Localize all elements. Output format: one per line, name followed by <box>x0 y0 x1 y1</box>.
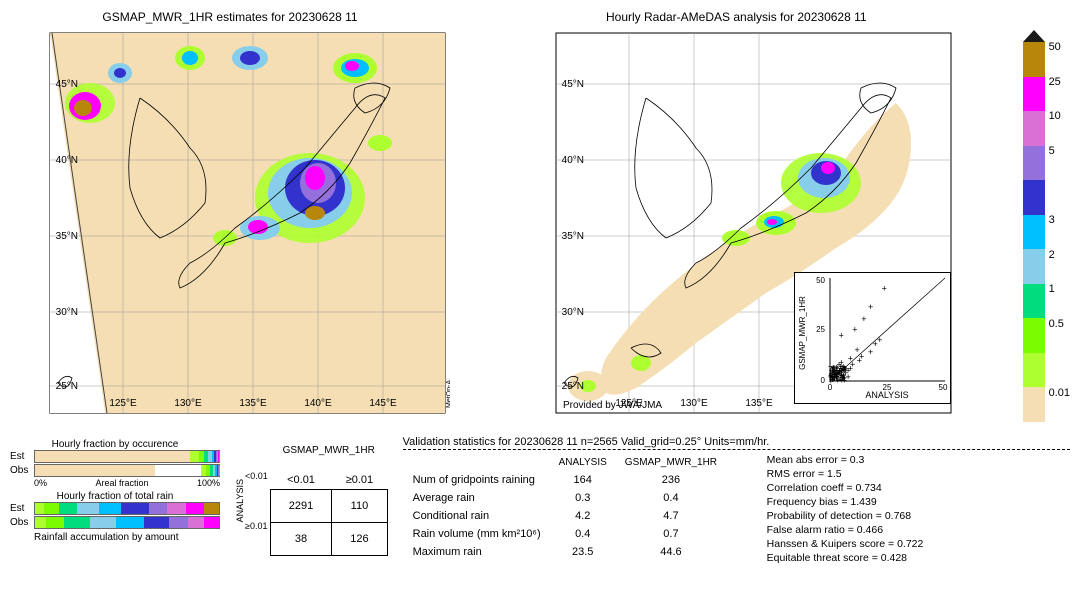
svg-text:140°E: 140°E <box>304 398 332 409</box>
ct-cell-10: 38 <box>270 523 331 556</box>
svg-text:+: + <box>857 355 862 365</box>
svg-text:+: + <box>862 314 867 324</box>
svg-text:130°E: 130°E <box>174 398 202 409</box>
map-left-svg: 45°N 40°N 35°N 30°N 25°N 125°E 130°E 135°E 140°… <box>10 28 450 423</box>
fraction-title-2: Hourly fraction of total rain <box>10 491 220 502</box>
svg-text:0: 0 <box>828 383 833 392</box>
contingency-table: <0.01 ≥0.01 2291 110 38 126 <box>270 471 388 556</box>
map-right-title: Hourly Radar-AMeDAS analysis for 2023062… <box>516 10 956 24</box>
svg-text:+: + <box>839 331 844 341</box>
stats-table: ANALYSIS GSMAP_MWR_1HR Num of gridpoints… <box>403 453 727 562</box>
fraction-bars: Hourly fraction by occurence EstObs 0% A… <box>10 436 220 565</box>
svg-text:GSMAP_MWR_1HR: GSMAP_MWR_1HR <box>798 296 807 370</box>
svg-text:40°N: 40°N <box>562 155 584 166</box>
svg-text:135°E: 135°E <box>239 398 267 409</box>
svg-text:50: 50 <box>816 276 825 285</box>
svg-text:MetOp-A: MetOp-A <box>446 380 450 408</box>
fraction-title-1: Hourly fraction by occurence <box>10 439 220 450</box>
ct-cell-01: 110 <box>332 490 387 523</box>
map-right-panel: Hourly Radar-AMeDAS analysis for 2023062… <box>516 10 956 426</box>
scatter-inset: ++++++++++++++++++++++++++++++++++++++++… <box>794 272 951 404</box>
svg-text:25: 25 <box>883 383 892 392</box>
stats-metrics: Mean abs error = 0.3RMS error = 1.5Corre… <box>767 453 1070 565</box>
stats-title: Validation statistics for 20230628 11 n=… <box>403 436 1070 450</box>
colorbar: 50251053210.50.01 <box>1023 10 1070 426</box>
svg-text:25°N: 25°N <box>56 381 78 392</box>
svg-text:135°E: 135°E <box>746 398 774 409</box>
svg-text:+: + <box>868 302 873 312</box>
svg-text:35°N: 35°N <box>562 231 584 242</box>
svg-text:30°N: 30°N <box>562 307 584 318</box>
svg-text:25°N: 25°N <box>562 381 584 392</box>
svg-text:45°N: 45°N <box>562 79 584 90</box>
svg-text:35°N: 35°N <box>56 231 78 242</box>
svg-text:130°E: 130°E <box>681 398 709 409</box>
map-left-panel: GSMAP_MWR_1HR estimates for 20230628 11 <box>10 10 450 426</box>
contingency-row-header: ANALYSIS <box>235 479 245 522</box>
contingency-container: ANALYSIS <0.01 ≥0.01 GSMAP_MWR_1HR <0.01… <box>235 436 388 565</box>
svg-text:0: 0 <box>821 376 826 385</box>
svg-text:30°N: 30°N <box>56 307 78 318</box>
svg-text:25: 25 <box>816 325 825 334</box>
ct-cell-00: 2291 <box>270 490 331 523</box>
svg-text:+: + <box>848 353 853 363</box>
provided-by-label: Provided by JWA/JMA <box>563 400 662 411</box>
svg-text:125°E: 125°E <box>616 398 644 409</box>
svg-text:45°N: 45°N <box>56 79 78 90</box>
svg-text:125°E: 125°E <box>109 398 137 409</box>
contingency-header: GSMAP_MWR_1HR <box>270 445 388 456</box>
svg-text:+: + <box>882 283 887 293</box>
stats-section: Validation statistics for 20230628 11 n=… <box>403 436 1070 565</box>
ct-cell-11: 126 <box>332 523 387 556</box>
svg-text:+: + <box>838 370 843 379</box>
svg-text:50: 50 <box>939 383 948 392</box>
svg-text:40°N: 40°N <box>56 155 78 166</box>
map-left-title: GSMAP_MWR_1HR estimates for 20230628 11 <box>10 10 450 24</box>
svg-text:+: + <box>853 325 858 335</box>
svg-text:145°E: 145°E <box>369 398 397 409</box>
fraction-title-3: Rainfall accumulation by amount <box>10 532 220 543</box>
